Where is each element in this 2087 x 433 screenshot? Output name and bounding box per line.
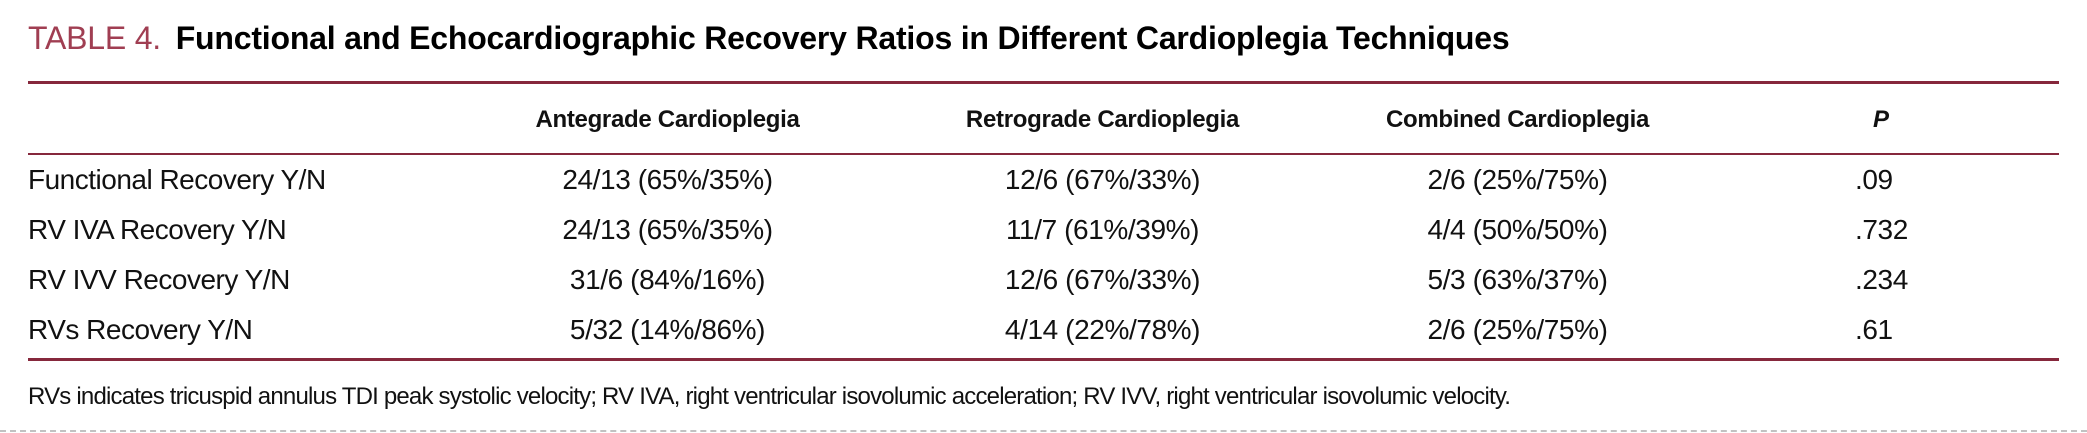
cell-antegrade: 24/13 (65%/35%) [562, 164, 773, 195]
footnote-rule [28, 358, 2059, 361]
cell-retrograde: 12/6 (67%/33%) [1004, 264, 1201, 295]
row-label: RV IVA Recovery Y/N [28, 214, 287, 245]
header-row: Antegrade Cardioplegia Retrograde Cardio… [28, 86, 2059, 155]
column-header-antegrade: Antegrade Cardioplegia [430, 86, 905, 155]
cell-p-value: .09 [1855, 164, 1893, 195]
recovery-ratios-table: Antegrade Cardioplegia Retrograde Cardio… [28, 86, 2059, 355]
table-title: Functional and Echocardiographic Recover… [175, 20, 1510, 56]
column-header-empty [28, 86, 430, 155]
caption-rule [28, 81, 2059, 84]
row-label: RVs Recovery Y/N [28, 314, 253, 345]
column-header-retrograde: Retrograde Cardioplegia [905, 86, 1300, 155]
table-caption: TABLE 4. Functional and Echocardiographi… [28, 18, 2059, 58]
table-number-label: TABLE 4. [28, 20, 161, 56]
cell-combined: 5/3 (63%/37%) [1427, 264, 1608, 295]
cell-p-value: .234 [1855, 264, 1908, 295]
cell-combined: 4/4 (50%/50%) [1427, 214, 1608, 245]
table-row: RVs Recovery Y/N 5/32 (14%/86%) 4/14 (22… [28, 305, 2059, 355]
row-label: RV IVV Recovery Y/N [28, 264, 290, 295]
table-row: RV IVA Recovery Y/N 24/13 (65%/35%) 11/7… [28, 205, 2059, 255]
cell-antegrade: 24/13 (65%/35%) [562, 214, 773, 245]
cell-retrograde: 4/14 (22%/78%) [1004, 314, 1201, 345]
column-header-combined: Combined Cardioplegia [1300, 86, 1735, 155]
cell-retrograde: 11/7 (61%/39%) [1005, 214, 1200, 245]
cell-retrograde: 12/6 (67%/33%) [1004, 164, 1201, 195]
cell-combined: 2/6 (25%/75%) [1427, 314, 1608, 345]
cell-combined: 2/6 (25%/75%) [1427, 164, 1608, 195]
cell-p-value: .732 [1855, 214, 1908, 245]
cell-p-value: .61 [1855, 314, 1893, 345]
cell-antegrade: 31/6 (84%/16%) [569, 264, 766, 295]
table-row: RV IVV Recovery Y/N 31/6 (84%/16%) 12/6 … [28, 255, 2059, 305]
table-row: Functional Recovery Y/N 24/13 (65%/35%) … [28, 154, 2059, 205]
table-footnote: RVs indicates tricuspid annulus TDI peak… [28, 383, 1511, 410]
row-label: Functional Recovery Y/N [28, 164, 326, 195]
cell-antegrade: 5/32 (14%/86%) [569, 314, 766, 345]
page-crop-dashed-rule [0, 430, 2087, 432]
column-header-p-value: P [1735, 86, 2059, 155]
